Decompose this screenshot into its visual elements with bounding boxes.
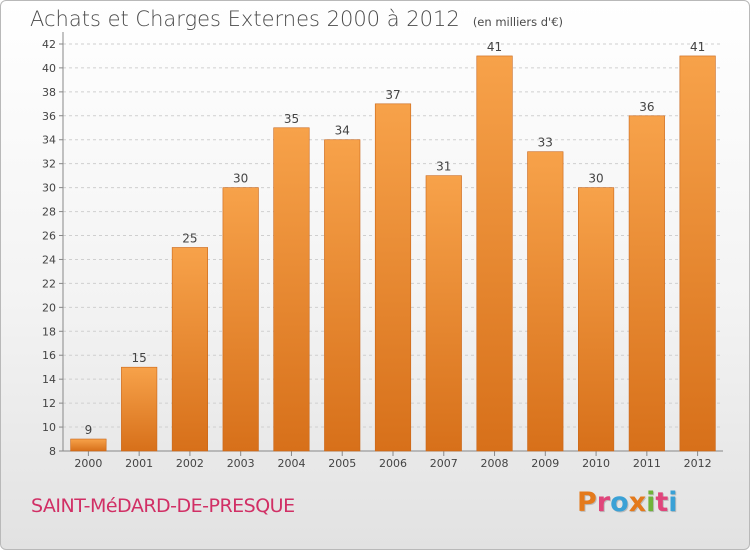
chart-title: Achats et Charges Externes 2000 à 2012 bbox=[30, 7, 460, 31]
data-label-2007: 31 bbox=[436, 160, 451, 174]
data-label-2001: 15 bbox=[132, 351, 147, 365]
bar-2004 bbox=[273, 127, 310, 452]
y-tick-label: 30 bbox=[42, 182, 56, 195]
y-tick-label: 42 bbox=[42, 38, 56, 51]
bar-2007 bbox=[425, 175, 462, 452]
data-labels: 9 2000 15 2001 25 2002 30 2003 35 2004 34 2005 37 200… bbox=[74, 40, 711, 470]
data-label-2006: 37 bbox=[385, 88, 400, 102]
chart-subtitle: (en milliers d'€) bbox=[472, 15, 564, 29]
bar-2003 bbox=[222, 187, 259, 452]
bar-2000 bbox=[70, 438, 107, 452]
x-tick-label-2005: 2005 bbox=[328, 457, 356, 470]
x-tick-label-2006: 2006 bbox=[379, 457, 407, 470]
data-label-2004: 35 bbox=[284, 112, 299, 126]
x-tick-label-2010: 2010 bbox=[582, 457, 610, 470]
y-tick-label: 20 bbox=[42, 301, 56, 314]
x-tick-label-2000: 2000 bbox=[74, 457, 102, 470]
data-label-2008: 41 bbox=[487, 40, 502, 54]
data-label-2010: 30 bbox=[588, 172, 603, 186]
y-tick-label: 16 bbox=[42, 349, 56, 362]
bar-2009 bbox=[527, 151, 564, 452]
logo-letter: P bbox=[577, 487, 597, 518]
x-tick-label-2008: 2008 bbox=[481, 457, 509, 470]
y-tick-label: 40 bbox=[42, 62, 56, 75]
y-tick-label: 18 bbox=[42, 325, 56, 338]
data-label-2011: 36 bbox=[639, 100, 654, 114]
x-tick-label-2012: 2012 bbox=[684, 457, 712, 470]
bar-2005 bbox=[324, 139, 361, 452]
bar-2012 bbox=[679, 55, 716, 452]
bar-2006 bbox=[374, 103, 412, 452]
logo-letter: i bbox=[668, 487, 678, 518]
x-tick-label-2011: 2011 bbox=[633, 457, 661, 470]
logo-letter: x bbox=[628, 487, 647, 518]
title-row: Achats et Charges Externes 2000 à 2012 (… bbox=[30, 7, 563, 31]
bar-2001 bbox=[121, 366, 158, 452]
logo-letter: t bbox=[655, 487, 669, 518]
y-tick-label: 8 bbox=[49, 445, 56, 458]
y-tick-label: 12 bbox=[42, 397, 56, 410]
bar-2010 bbox=[578, 187, 615, 452]
y-tick-label: 32 bbox=[42, 158, 56, 171]
x-tick-label-2001: 2001 bbox=[125, 457, 153, 470]
data-label-2000: 9 bbox=[85, 423, 93, 437]
data-label-2009: 33 bbox=[538, 136, 553, 150]
y-tick-label: 22 bbox=[42, 277, 56, 290]
data-label-2002: 25 bbox=[182, 231, 197, 245]
bar-2002 bbox=[171, 247, 208, 452]
y-tick-label: 26 bbox=[42, 230, 56, 243]
y-tick-label: 14 bbox=[42, 373, 56, 386]
data-label-2012: 41 bbox=[690, 40, 705, 54]
x-tick-label-2002: 2002 bbox=[176, 457, 204, 470]
logo-letter: o bbox=[610, 487, 629, 518]
data-label-2005: 34 bbox=[335, 124, 350, 138]
x-tick-label-2004: 2004 bbox=[277, 457, 305, 470]
proxiti-logo: Proxiti bbox=[577, 487, 678, 518]
y-tick-label: 28 bbox=[42, 206, 56, 219]
bars bbox=[70, 55, 716, 452]
logo-letter: r bbox=[596, 487, 611, 518]
logo-letter: i bbox=[646, 487, 656, 518]
y-tick-label: 24 bbox=[42, 253, 56, 266]
x-tick-label-2009: 2009 bbox=[531, 457, 559, 470]
y-tick-label: 38 bbox=[42, 86, 56, 99]
bar-2011 bbox=[628, 115, 665, 452]
place-name: SAINT-MéDARD-DE-PRESQUE bbox=[31, 495, 295, 517]
x-tick-label-2003: 2003 bbox=[227, 457, 255, 470]
bar-2008 bbox=[476, 55, 513, 452]
data-label-2003: 30 bbox=[233, 172, 248, 186]
x-tick-label-2007: 2007 bbox=[430, 457, 458, 470]
y-tick-label: 10 bbox=[42, 421, 56, 434]
y-tick-label: 36 bbox=[42, 110, 56, 123]
y-tick-label: 34 bbox=[42, 134, 56, 147]
